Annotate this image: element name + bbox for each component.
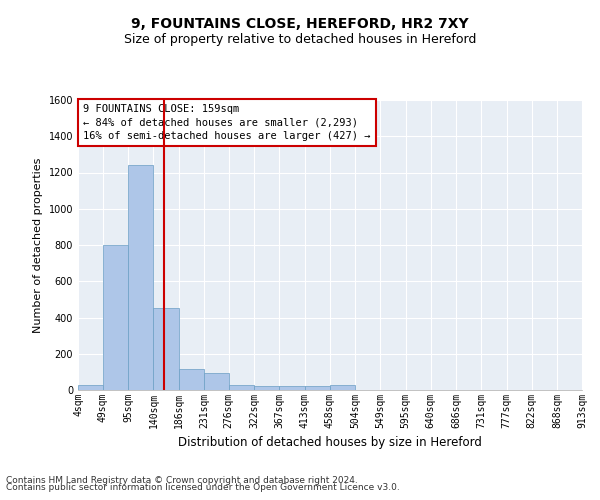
X-axis label: Distribution of detached houses by size in Hereford: Distribution of detached houses by size … (178, 436, 482, 450)
Bar (78, 384, 103, 390)
Bar (279, 386, 305, 390)
Bar (128, 165, 154, 390)
Bar (154, 308, 179, 390)
Bar (305, 386, 330, 390)
Text: 9, FOUNTAINS CLOSE, HEREFORD, HR2 7XY: 9, FOUNTAINS CLOSE, HEREFORD, HR2 7XY (131, 18, 469, 32)
Y-axis label: Number of detached properties: Number of detached properties (33, 158, 43, 332)
Bar (204, 373, 229, 390)
Bar (254, 386, 279, 390)
Text: Contains public sector information licensed under the Open Government Licence v3: Contains public sector information licen… (6, 484, 400, 492)
Text: Contains HM Land Registry data © Crown copyright and database right 2024.: Contains HM Land Registry data © Crown c… (6, 476, 358, 485)
Bar (179, 369, 204, 390)
Text: 9 FOUNTAINS CLOSE: 159sqm
← 84% of detached houses are smaller (2,293)
16% of se: 9 FOUNTAINS CLOSE: 159sqm ← 84% of detac… (83, 104, 371, 141)
Text: Size of property relative to detached houses in Hereford: Size of property relative to detached ho… (124, 32, 476, 46)
Bar (103, 245, 128, 390)
Bar (330, 386, 355, 390)
Bar (229, 384, 254, 390)
